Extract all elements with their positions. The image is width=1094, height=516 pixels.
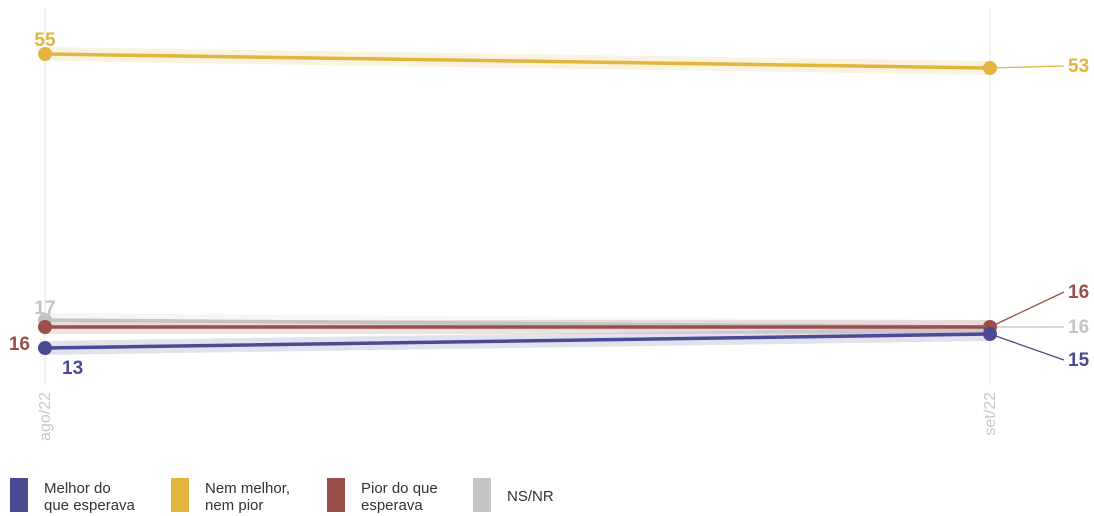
legend-label-nsnr: NS/NR <box>507 488 554 505</box>
data-point-melhor-1 <box>983 327 997 341</box>
start-value-label-pior: 16 <box>9 334 30 355</box>
legend-swatch-nsnr <box>473 478 491 512</box>
x-tick-label-1: set/22 <box>982 392 999 436</box>
x-tick-label-0: ago/22 <box>37 392 54 441</box>
end-value-label-nsnr: 16 <box>1068 317 1089 338</box>
data-point-nem-1 <box>983 61 997 75</box>
leader-line-nem <box>989 65 1065 69</box>
legend-swatch-pior <box>327 478 345 512</box>
data-point-nem-0 <box>38 47 52 61</box>
data-point-pior-0 <box>38 320 52 334</box>
legend-swatch-nem <box>171 478 189 512</box>
start-value-label-melhor: 13 <box>62 358 83 379</box>
legend-label-pior: Pior do que esperava <box>361 480 438 514</box>
data-point-melhor-0 <box>38 341 52 355</box>
legend-label-melhor: Melhor do que esperava <box>44 480 135 514</box>
leader-line-melhor <box>989 333 1065 361</box>
legend-item-pior: Pior do que esperava <box>327 478 438 514</box>
legend-item-nsnr: NS/NR <box>473 478 554 512</box>
series-line-nem <box>43 52 992 70</box>
legend: Melhor do que esperava Nem melhor, nem p… <box>0 478 1094 516</box>
start-value-label-nsnr: 17 <box>34 298 55 319</box>
end-value-label-nem: 53 <box>1068 56 1089 77</box>
leader-line-pior <box>989 291 1065 328</box>
series-line-melhor <box>43 332 992 350</box>
legend-label-nem: Nem melhor, nem pior <box>205 480 291 514</box>
start-value-label-nem: 55 <box>34 30 56 51</box>
legend-item-nem: Nem melhor, nem pior <box>171 478 290 514</box>
legend-swatch-melhor <box>10 478 28 512</box>
legend-item-melhor: Melhor do que esperava <box>10 478 135 514</box>
end-value-label-melhor: 15 <box>1068 350 1090 371</box>
end-value-label-pior: 16 <box>1068 282 1089 303</box>
